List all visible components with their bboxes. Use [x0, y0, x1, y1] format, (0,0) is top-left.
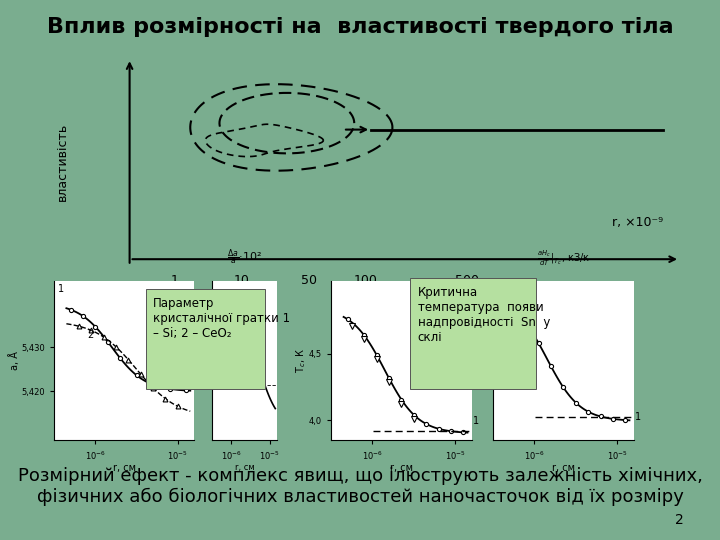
Text: б: б: [473, 279, 480, 289]
Text: 50: 50: [301, 274, 318, 287]
Text: 1: 1: [171, 274, 179, 287]
Text: 0: 0: [196, 381, 202, 391]
Text: Розмірний ефект - комплекс явищ, що ілюструють залежність хімічних,
фізичних або: Розмірний ефект - комплекс явищ, що ілюс…: [17, 467, 703, 506]
Text: 1: 1: [635, 411, 642, 422]
X-axis label: r, см: r, см: [235, 463, 255, 472]
Text: $\frac{\Delta a}{a}$·10²: $\frac{\Delta a}{a}$·10²: [228, 248, 262, 268]
Text: 10: 10: [234, 274, 250, 287]
Text: 1: 1: [473, 415, 480, 426]
X-axis label: r, см: r, см: [390, 463, 413, 473]
Text: Параметр
кристалічної гратки 1
– Si; 2 – CeO₂: Параметр кристалічної гратки 1 – Si; 2 –…: [153, 297, 290, 340]
Text: 2: 2: [675, 512, 684, 526]
Text: $\frac{aH_c}{dT}|_{T_c}$, кЗ/к: $\frac{aH_c}{dT}|_{T_c}$, кЗ/к: [536, 248, 590, 268]
Text: а: а: [196, 297, 203, 307]
X-axis label: r, см: r, см: [113, 463, 135, 473]
Text: 2: 2: [87, 330, 94, 340]
Text: Вплив розмірності на  властивості твердого тіла: Вплив розмірності на властивості твердог…: [47, 17, 673, 37]
Text: властивість: властивість: [55, 123, 68, 201]
Y-axis label: a, Å: a, Å: [9, 351, 20, 370]
Text: 1: 1: [58, 284, 64, 294]
Text: Критична
температура  появи
надпровідності  Sn  у
склі: Критична температура появи надпровідност…: [418, 286, 550, 344]
X-axis label: r, см: r, см: [552, 463, 575, 473]
Text: 100: 100: [354, 274, 377, 287]
Text: 500: 500: [454, 274, 479, 287]
Text: r, ×10⁻⁹: r, ×10⁻⁹: [612, 216, 663, 229]
Y-axis label: T$_c$, К: T$_c$, К: [294, 348, 307, 373]
